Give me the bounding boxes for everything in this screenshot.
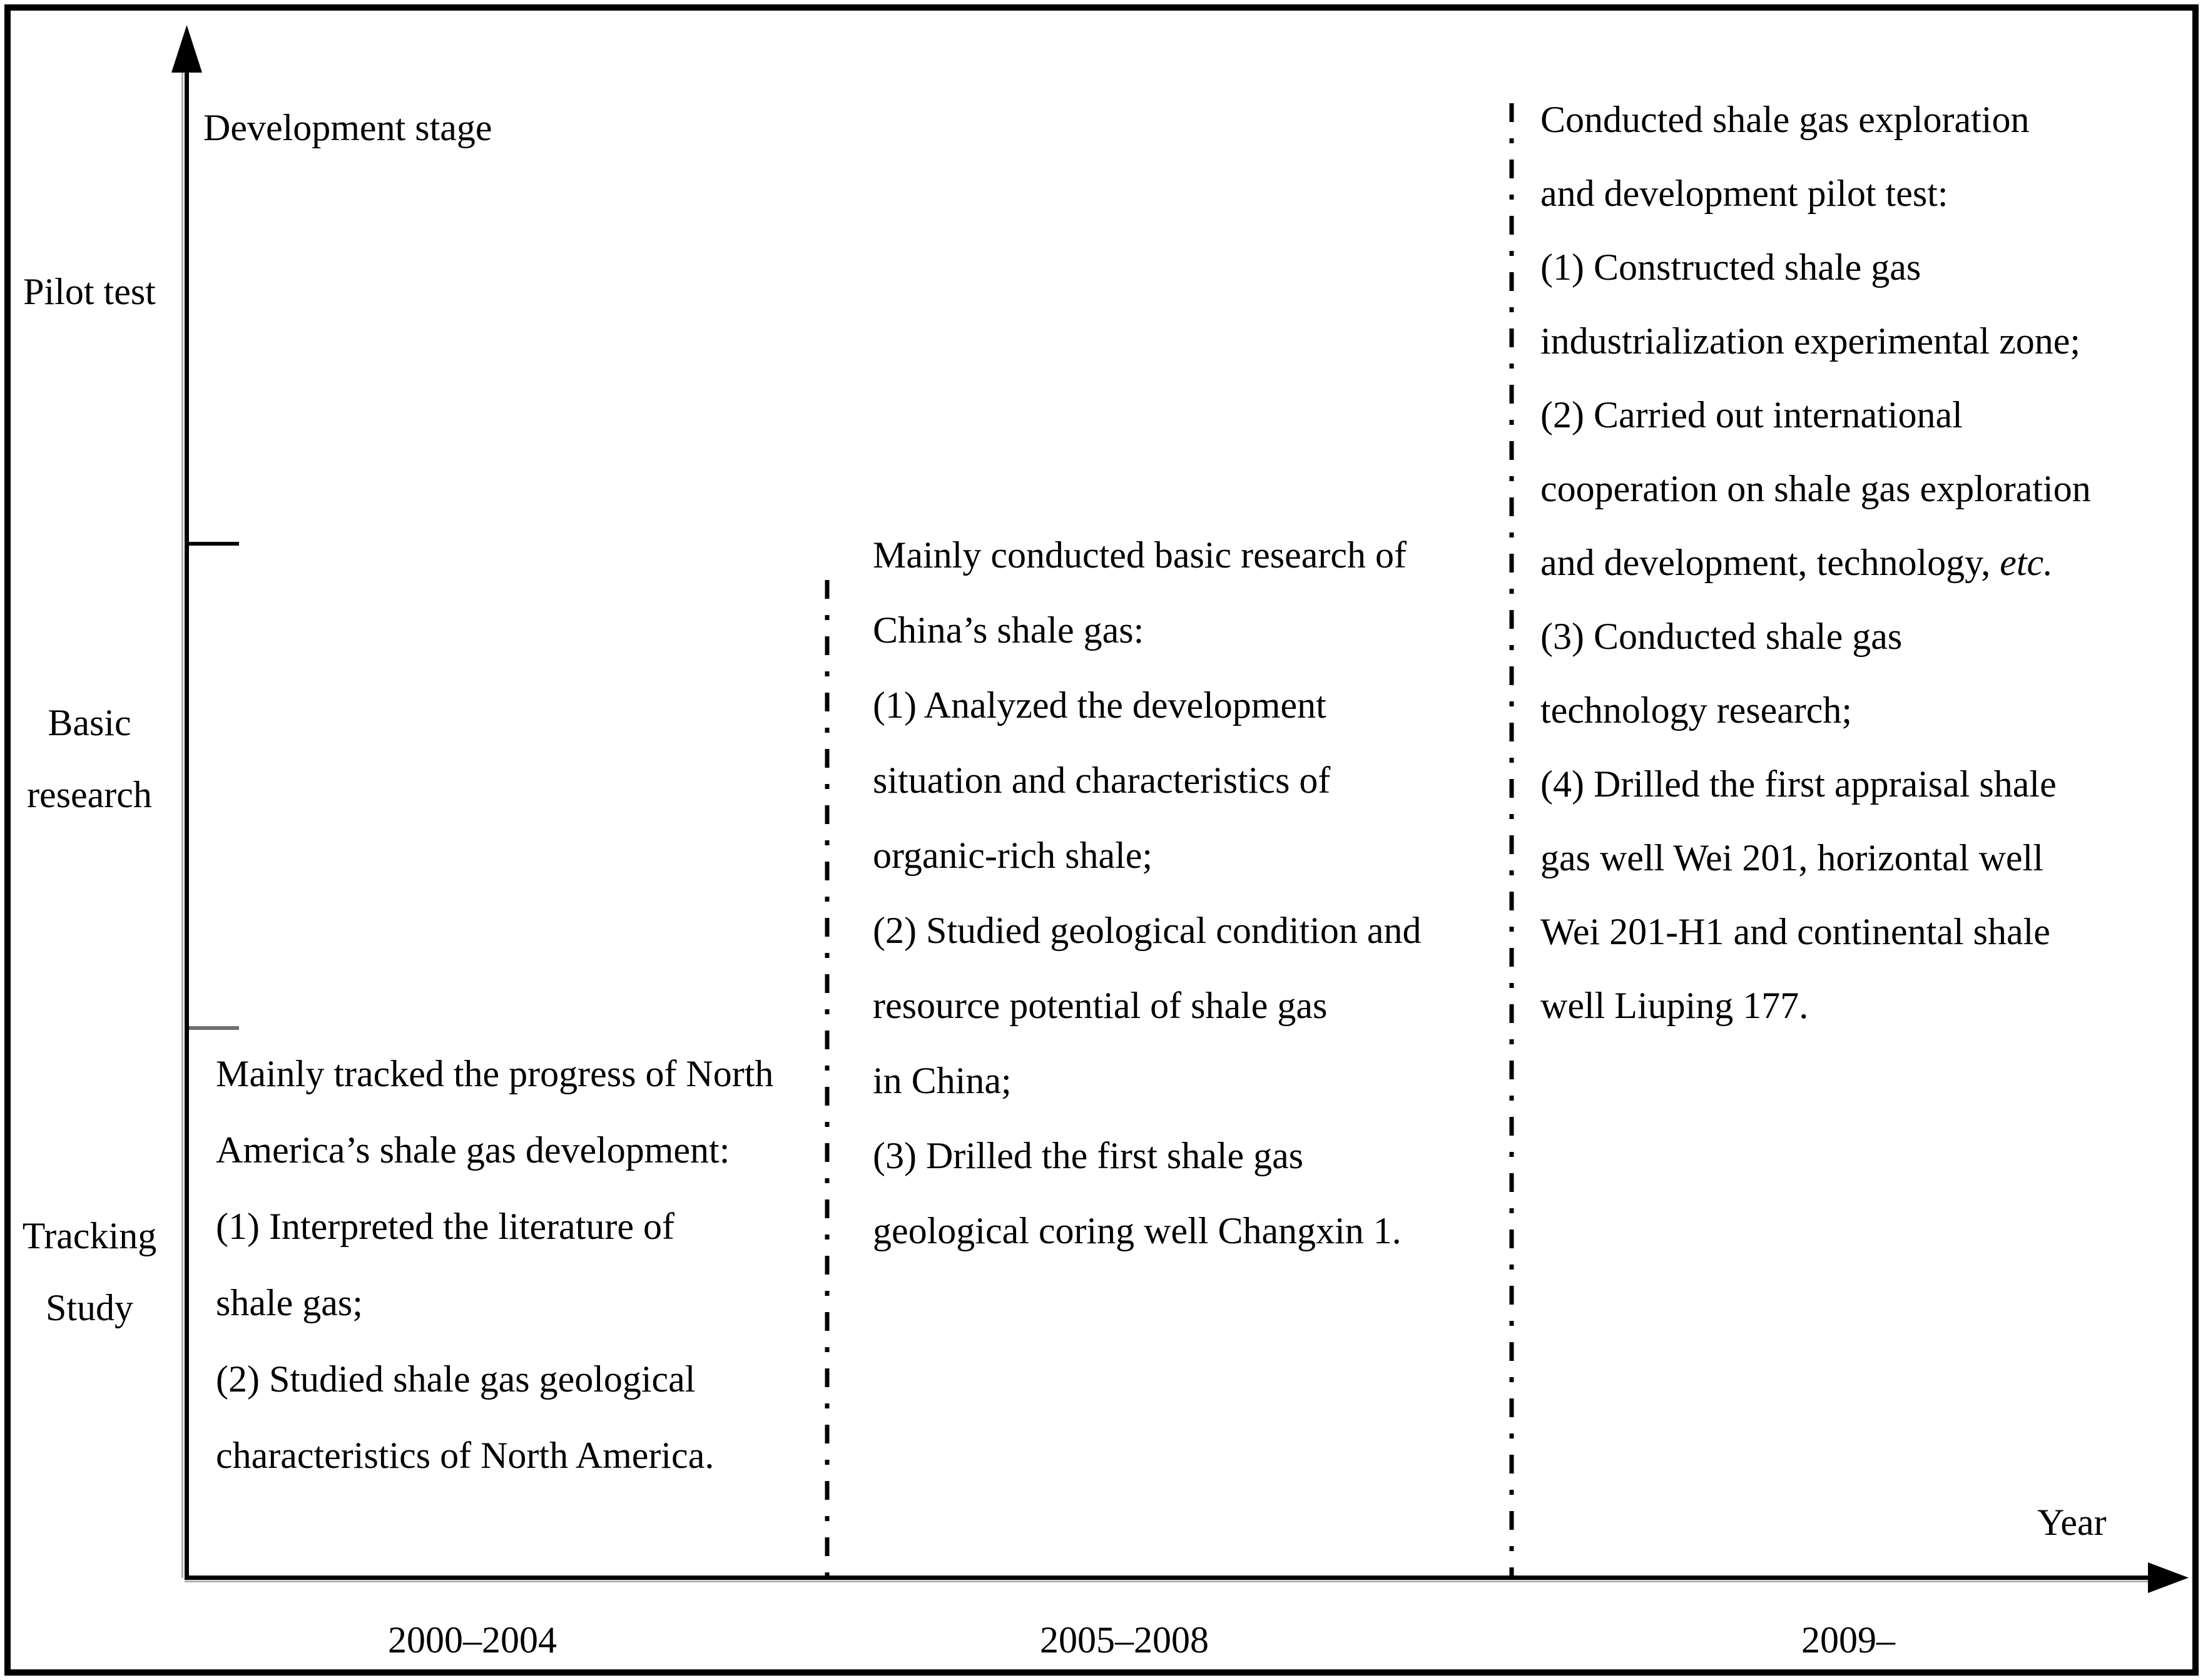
text-line: (2) Studied shale gas geological <box>216 1358 696 1400</box>
text-line: situation and characteristics of <box>873 760 1331 801</box>
text-line: Study <box>45 1287 134 1328</box>
stage-label-tracking-study: Tracking Study <box>0 1200 179 1344</box>
notes-period-2000-2004: Mainly tracked the progress of North Amer… <box>216 1036 867 1494</box>
text-line: (2) Carried out international <box>1540 394 1963 435</box>
text-line: Mainly tracked the progress of North <box>216 1053 774 1094</box>
text-line: resource potential of shale gas <box>873 985 1328 1026</box>
y-axis-tick-upper <box>189 542 239 546</box>
text-line: organic-rich shale; <box>873 835 1153 876</box>
text-line: research <box>27 774 152 815</box>
text-line: Conducted shale gas exploration <box>1540 99 2030 140</box>
x-axis-label-2005-2008: 2005–2008 <box>1040 1619 1209 1661</box>
notes-period-2005-2008: Mainly conducted basic research of China’… <box>873 517 1524 1268</box>
y-axis-shadow <box>181 69 183 1578</box>
text-line: China’s shale gas: <box>873 609 1144 651</box>
text-line: shale gas; <box>216 1282 363 1323</box>
text-line: cooperation on shale gas exploration <box>1540 468 2091 509</box>
text-line: (3) Drilled the first shale gas <box>873 1135 1304 1176</box>
text-line: industrialization experimental zone; <box>1540 320 2081 362</box>
y-axis-tick-lower <box>189 1026 239 1030</box>
text-line: and development pilot test: <box>1540 173 1948 214</box>
text-line: (1) Constructed shale gas <box>1540 247 1921 288</box>
y-axis-line <box>185 68 189 1578</box>
text-line: geological coring well Changxin 1. <box>873 1210 1402 1251</box>
text-line: Tracking <box>22 1215 157 1256</box>
x-axis-line <box>185 1576 2149 1580</box>
stage-label-pilot-test: Pilot test <box>0 256 179 328</box>
text-line: (2) Studied geological condition and <box>873 910 1422 951</box>
text-line: gas well Wei 201, horizontal well <box>1540 837 2043 878</box>
text-line: Basic <box>48 702 131 743</box>
x-axis-title: Year <box>2037 1502 2107 1543</box>
text-line: and development, technology, etc. <box>1540 542 2053 583</box>
text-line: technology research; <box>1540 690 1853 731</box>
italic-text: etc. <box>2000 542 2053 583</box>
x-axis-arrowhead-icon <box>2148 1562 2189 1593</box>
text-line: (1) Analyzed the development <box>873 685 1326 726</box>
x-axis-shadow <box>185 1581 2149 1582</box>
y-axis-title: Development stage <box>203 107 492 148</box>
stage-label-basic-research: Basic research <box>0 687 179 831</box>
x-axis-label-2000-2004: 2000–2004 <box>388 1619 557 1661</box>
notes-period-2009: Conducted shale gas exploration and devel… <box>1540 83 2172 1042</box>
text-line: (4) Drilled the first appraisal shale <box>1540 763 2057 805</box>
text-line: America’s shale gas development: <box>216 1129 730 1171</box>
text-line: (1) Interpreted the literature of <box>216 1206 674 1247</box>
text-line: (3) Conducted shale gas <box>1540 616 1903 657</box>
text-line: characteristics of North America. <box>216 1435 715 1476</box>
text-line: in China; <box>873 1060 1012 1101</box>
y-axis-arrowhead-icon <box>171 25 202 73</box>
text-line: Wei 201-H1 and continental shale <box>1540 911 2050 952</box>
text-line: well Liuping 177. <box>1540 985 1809 1026</box>
x-axis-label-2009: 2009– <box>1801 1619 1895 1661</box>
text-line: Mainly conducted basic research of <box>873 534 1407 576</box>
text-line: Pilot test <box>23 271 156 312</box>
